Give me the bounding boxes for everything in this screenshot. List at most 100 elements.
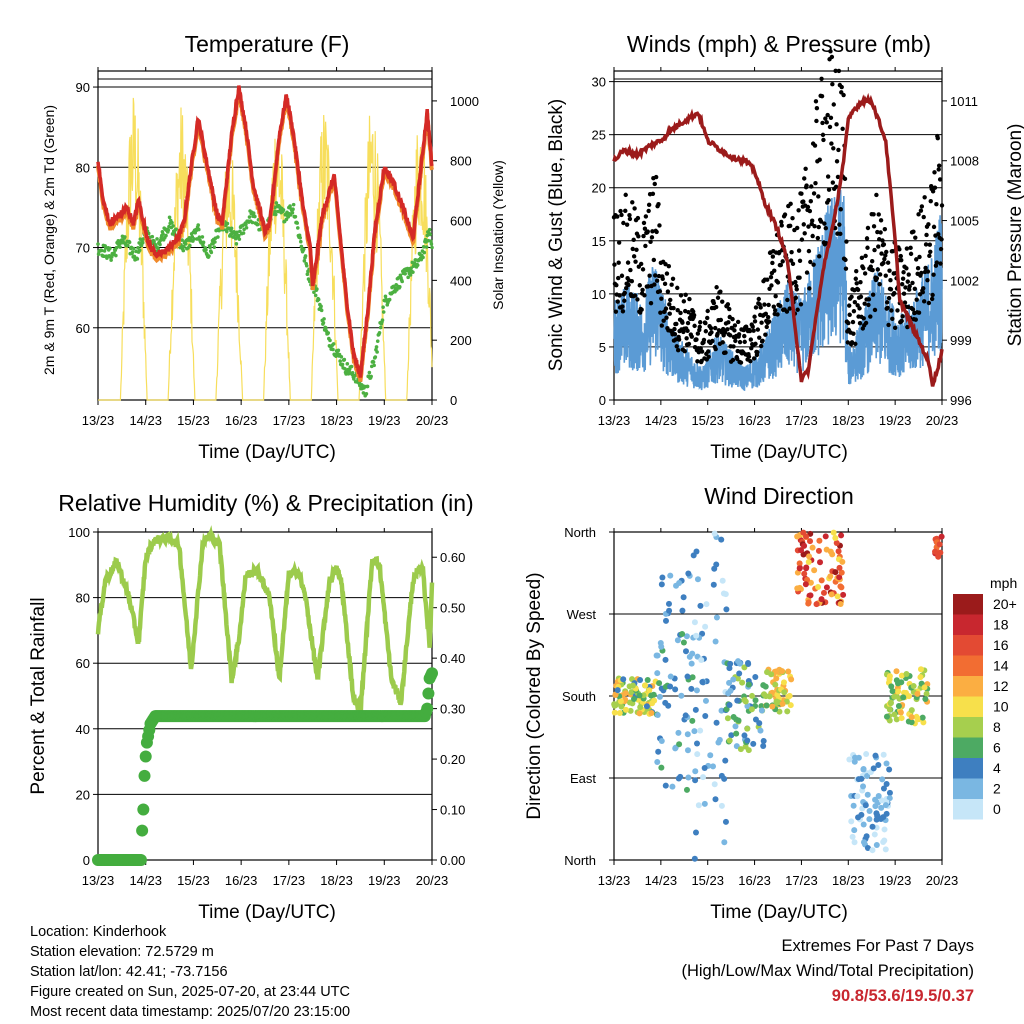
dewpoint-point: [135, 257, 140, 261]
gust-point: [751, 356, 757, 361]
direction-point: [779, 700, 786, 707]
direction-point: [886, 795, 893, 802]
gust-point: [881, 260, 886, 266]
x-tick-label: 14/23: [129, 873, 162, 888]
direction-point: [737, 746, 744, 753]
gust-point: [695, 331, 701, 336]
gust-point: [843, 266, 849, 271]
gust-point: [840, 126, 845, 132]
speed-color-legend: mph 20+ 18 16 14 12 10 8 6 4 2 0: [953, 575, 1017, 820]
direction-point: [698, 657, 705, 664]
gust-point: [916, 212, 921, 217]
gust-point: [833, 68, 838, 74]
gust-point: [885, 260, 891, 265]
direction-point: [889, 688, 896, 695]
plot-frame: [97, 70, 433, 401]
dewpoint-point: [372, 363, 376, 368]
dewpoint-point: [429, 242, 434, 246]
dewpoint-point: [108, 246, 112, 251]
gust-point: [877, 281, 882, 287]
gust-point: [652, 282, 657, 287]
direction-point: [678, 692, 685, 699]
dewpoint-point: [378, 325, 383, 330]
direction-point: [908, 714, 915, 721]
gust-point: [921, 299, 927, 304]
x-tick-label: 13/23: [82, 873, 115, 888]
gust-point: [871, 224, 877, 229]
humidity-ylabel-left: Percent & Total Rainfall: [28, 597, 49, 794]
gust-point: [773, 294, 778, 299]
dewpoint-point: [319, 304, 323, 309]
direction-point: [611, 702, 618, 709]
direction-point: [863, 751, 870, 758]
dewpoint-point: [183, 242, 188, 246]
gust-point: [795, 225, 800, 231]
dewpoint-point: [213, 240, 217, 244]
dewpoint-point: [123, 235, 127, 239]
direction-point: [735, 717, 742, 724]
gust-point: [917, 254, 922, 260]
gust-point: [667, 311, 672, 316]
dewpoint-point: [137, 248, 142, 253]
direction-point: [744, 725, 751, 732]
direction-point: [811, 567, 818, 574]
dewpoint-point: [197, 235, 202, 239]
gust-point: [823, 225, 828, 231]
gust-point: [635, 215, 641, 221]
x-tick-label: 19/23: [368, 413, 401, 428]
gust-point: [927, 242, 933, 247]
gust-point: [841, 92, 846, 98]
x-tick-label: 13/23: [598, 873, 631, 888]
gust-point: [630, 246, 635, 252]
gust-point: [648, 239, 653, 245]
direction-point: [699, 679, 706, 686]
dewpoint-point: [96, 242, 100, 246]
gust-point: [686, 341, 692, 347]
gust-point: [803, 166, 808, 171]
dewpoint-point: [377, 330, 382, 335]
gust-point: [742, 339, 747, 345]
gust-point: [661, 318, 666, 323]
direction-point: [679, 630, 686, 637]
gust-point: [866, 297, 872, 302]
gust-point: [683, 292, 688, 298]
dewpoint-point: [276, 209, 280, 214]
direction-point: [679, 607, 686, 614]
dewpoint-point: [131, 246, 136, 251]
gust-point: [726, 320, 731, 325]
y-tick-label-left: 40: [76, 722, 90, 737]
gust-point: [630, 200, 635, 205]
direction-points: [611, 529, 945, 862]
dewpoint-point: [421, 245, 426, 249]
direction-point: [677, 773, 684, 780]
dewpoint-point: [350, 370, 355, 375]
gust-point: [850, 319, 856, 325]
direction-point: [801, 542, 808, 549]
latlon-text: Station lat/lon: 42.41; -73.7156: [30, 964, 228, 980]
direction-point: [921, 684, 928, 691]
temperature-ylabel-left: 2m & 9m T (Red, Orange) & 2m Td (Green): [41, 105, 57, 375]
direction-point: [654, 712, 661, 719]
gust-point: [884, 249, 889, 255]
gust-point: [846, 320, 851, 326]
x-tick-label: 20/23: [926, 413, 959, 428]
precipitation-point: [139, 750, 152, 763]
direction-point: [710, 763, 717, 770]
gust-point: [772, 268, 777, 273]
gust-point: [638, 261, 644, 267]
winds-ylabel-left: Sonic Wind & Gust (Blue, Black): [546, 99, 567, 371]
direction-point: [736, 670, 743, 677]
direction-point: [878, 804, 885, 811]
gust-point: [691, 313, 697, 318]
gust-point: [857, 321, 863, 326]
dewpoint-point: [291, 207, 295, 212]
humidity-xlabel: Time (Day/UTC): [198, 902, 336, 923]
direction-point: [878, 797, 885, 804]
direction-point: [800, 529, 807, 536]
dewpoint-point: [338, 359, 342, 363]
dewpoint-point: [192, 237, 196, 241]
direction-point: [741, 732, 748, 739]
dewpoint-point: [374, 345, 379, 349]
direction-point: [862, 802, 869, 809]
legend-swatch: [953, 635, 983, 656]
